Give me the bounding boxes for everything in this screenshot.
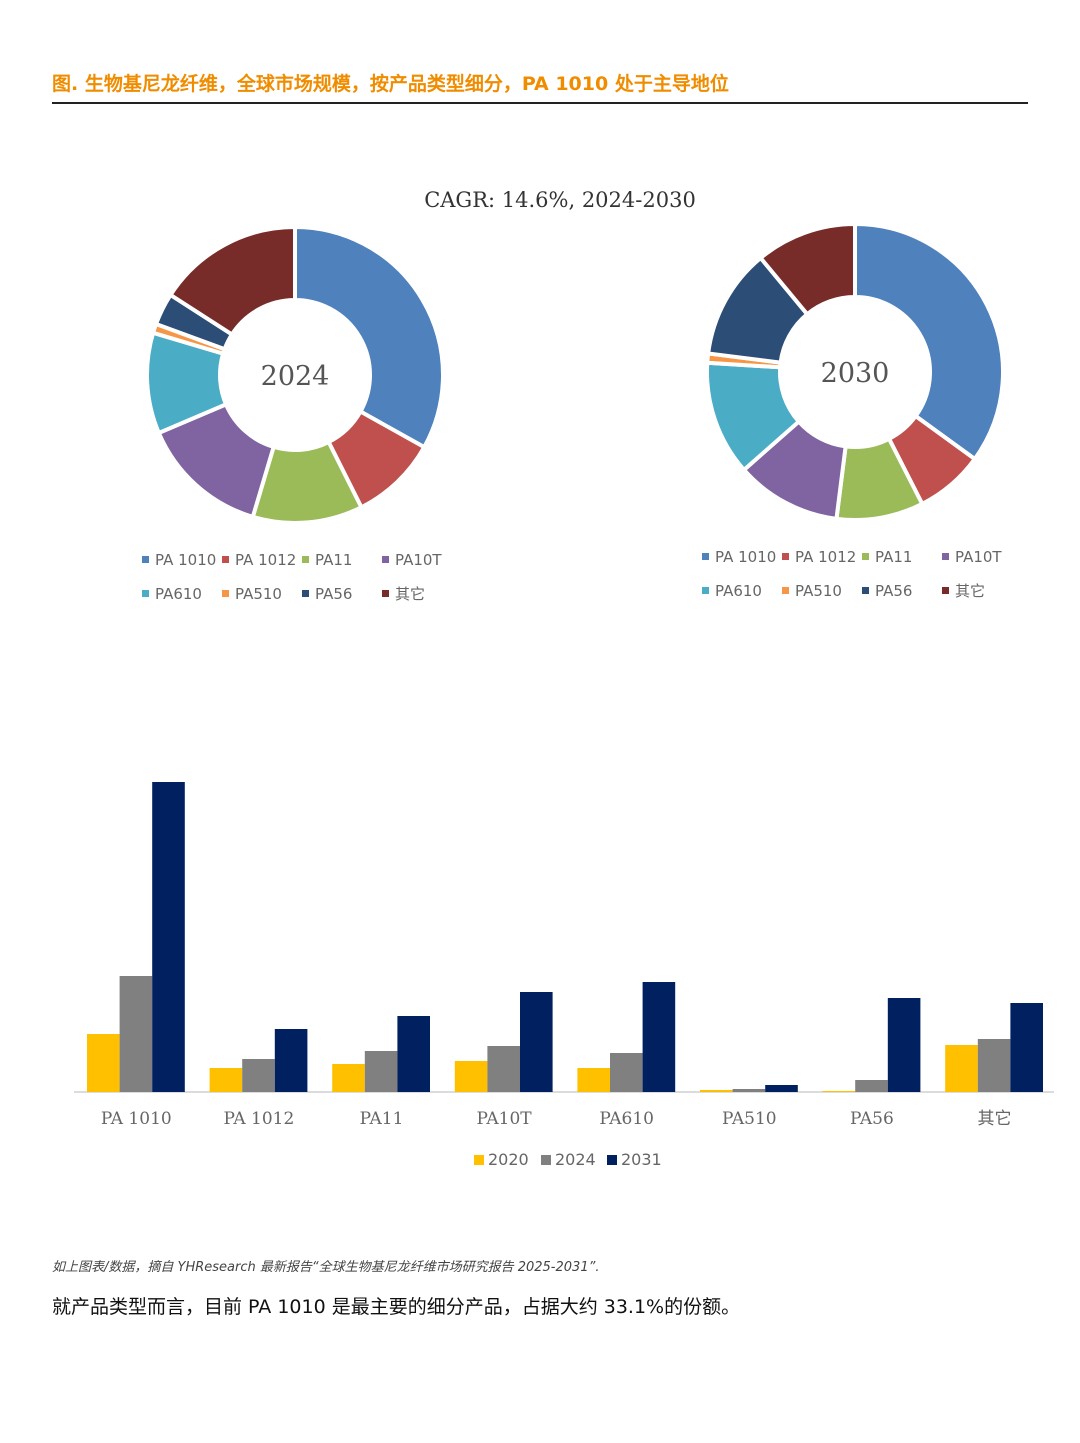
bar-pa11-2024 xyxy=(364,1051,398,1092)
bar-pa56-2031 xyxy=(887,998,921,1092)
bar-tick-label-pa610: PA610 xyxy=(599,1109,654,1129)
donut-2030-legend-swatch-pa1010 xyxy=(702,553,709,560)
donut-2030-legend-label-pa56: PA56 xyxy=(875,582,912,600)
donut-2030-center-label: 2030 xyxy=(821,358,890,389)
donut-2030-legend-swatch-pa11 xyxy=(862,553,869,560)
donut-2030-legend-label-pa1012: PA 1012 xyxy=(795,548,856,566)
donut-2024-legend-label-other: 其它 xyxy=(395,585,425,603)
donut-2030-legend-swatch-pa510 xyxy=(782,587,789,594)
bar-pa1010-2024 xyxy=(119,976,153,1092)
donut-2030-legend-swatch-pa10t xyxy=(942,553,949,560)
bar-other-2020 xyxy=(945,1045,978,1092)
bar-pa1012-2031 xyxy=(274,1029,308,1092)
bar-pa1010-2031 xyxy=(152,782,185,1092)
donut-2024-legend-swatch-pa11 xyxy=(302,556,309,563)
donut-2024-legend-label-pa1010: PA 1010 xyxy=(155,551,216,569)
donut-2030-legend-swatch-other xyxy=(942,587,949,594)
donut-2030-legend-swatch-pa1012 xyxy=(782,553,789,560)
bar-pa11-2031 xyxy=(397,1016,430,1092)
bar-pa10t-2020 xyxy=(454,1061,488,1092)
donut-2024-legend-label-pa10t: PA10T xyxy=(395,551,442,569)
donut-2024-legend-label-pa11: PA11 xyxy=(315,551,352,569)
bar-legend-label-2020: 2020 xyxy=(488,1150,529,1169)
donut-2024-legend-label-pa1012: PA 1012 xyxy=(235,551,296,569)
bar-tick-label-pa1010: PA 1010 xyxy=(101,1109,172,1129)
donut-2024-legend-label-pa56: PA56 xyxy=(315,585,352,603)
donut-2030-legend-label-other: 其它 xyxy=(955,582,985,600)
cagr-label: CAGR: 14.6%, 2024-2030 xyxy=(424,188,696,212)
bar-legend-swatch-2031 xyxy=(607,1155,617,1165)
bar-pa1012-2024 xyxy=(242,1059,275,1092)
bar-pa10t-2031 xyxy=(520,992,553,1092)
figure-title: 图. 生物基尼龙纤维，全球市场规模，按产品类型细分，PA 1010 处于主导地位 xyxy=(52,70,1028,104)
donut-2024-slice-pa1010 xyxy=(293,224,445,450)
donut-2024-legend-label-pa610: PA610 xyxy=(155,585,202,603)
bar-other-2024 xyxy=(977,1039,1011,1092)
bar-pa56-2020 xyxy=(822,1091,856,1092)
donut-2024-center-label: 2024 xyxy=(261,361,330,392)
bar-legend-swatch-2020 xyxy=(474,1155,484,1165)
bar-legend-label-2031: 2031 xyxy=(621,1150,662,1169)
donut-2024-legend-label-pa510: PA510 xyxy=(235,585,282,603)
bar-tick-label-pa11: PA11 xyxy=(360,1109,404,1129)
donut-2030-legend-label-pa1010: PA 1010 xyxy=(715,548,776,566)
summary-text: 就产品类型而言，目前 PA 1010 是最主要的细分产品，占据大约 33.1%的… xyxy=(52,1296,741,1318)
donut-2024-legend-swatch-pa1010 xyxy=(142,556,149,563)
bar-pa10t-2024 xyxy=(487,1046,520,1092)
bar-pa610-2024 xyxy=(610,1053,643,1092)
bar-pa56-2024 xyxy=(855,1080,888,1092)
bar-tick-label-pa1012: PA 1012 xyxy=(223,1109,294,1129)
donut-2024-legend-swatch-other xyxy=(382,590,389,597)
donut-2030-legend-label-pa610: PA610 xyxy=(715,582,762,600)
donut-2030-legend-label-pa510: PA510 xyxy=(795,582,842,600)
donut-2030-legend-swatch-pa610 xyxy=(702,587,709,594)
donut-2024-legend-swatch-pa610 xyxy=(142,590,149,597)
bar-pa610-2020 xyxy=(577,1068,610,1092)
donut-2024-legend-swatch-pa56 xyxy=(302,590,309,597)
bar-legend-swatch-2024 xyxy=(541,1155,551,1165)
donut-2024-legend-swatch-pa510 xyxy=(222,590,229,597)
bar-tick-label-pa56: PA56 xyxy=(850,1109,894,1129)
bar-pa610-2031 xyxy=(642,982,676,1092)
bar-legend-label-2024: 2024 xyxy=(555,1150,596,1169)
bar-pa510-2031 xyxy=(765,1085,798,1092)
bar-other-2031 xyxy=(1010,1003,1043,1092)
donut-2024-legend-swatch-pa10t xyxy=(382,556,389,563)
bar-pa510-2020 xyxy=(700,1090,733,1092)
donut-2030-legend-label-pa10t: PA10T xyxy=(955,548,1002,566)
chart-canvas: 2024 PA 1010 PA 1012 PA11 PA10T PA610 PA510 PA5… xyxy=(74,221,1054,1169)
donut-2030-legend-swatch-pa56 xyxy=(862,587,869,594)
donut-2024-legend-swatch-pa1012 xyxy=(222,556,229,563)
donut-2024-slice-other xyxy=(167,224,297,338)
bar-pa11-2020 xyxy=(332,1064,365,1092)
bar-pa1012-2020 xyxy=(209,1068,243,1092)
donut-2030-slice-pa1010 xyxy=(853,221,1005,462)
donut-2030-legend-label-pa11: PA11 xyxy=(875,548,912,566)
bar-tick-label-other: 其它 xyxy=(978,1109,1012,1129)
bar-pa1010-2020 xyxy=(87,1034,120,1092)
donut-2030-slice-other xyxy=(757,221,857,318)
bar-pa510-2024 xyxy=(732,1089,766,1092)
bar-tick-label-pa510: PA510 xyxy=(722,1109,777,1129)
bar-tick-label-pa10t: PA10T xyxy=(477,1109,533,1129)
source-note: 如上图表/数据，摘自 YHResearch 最新报告“全球生物基尼龙纤维市场研究… xyxy=(52,1260,600,1275)
